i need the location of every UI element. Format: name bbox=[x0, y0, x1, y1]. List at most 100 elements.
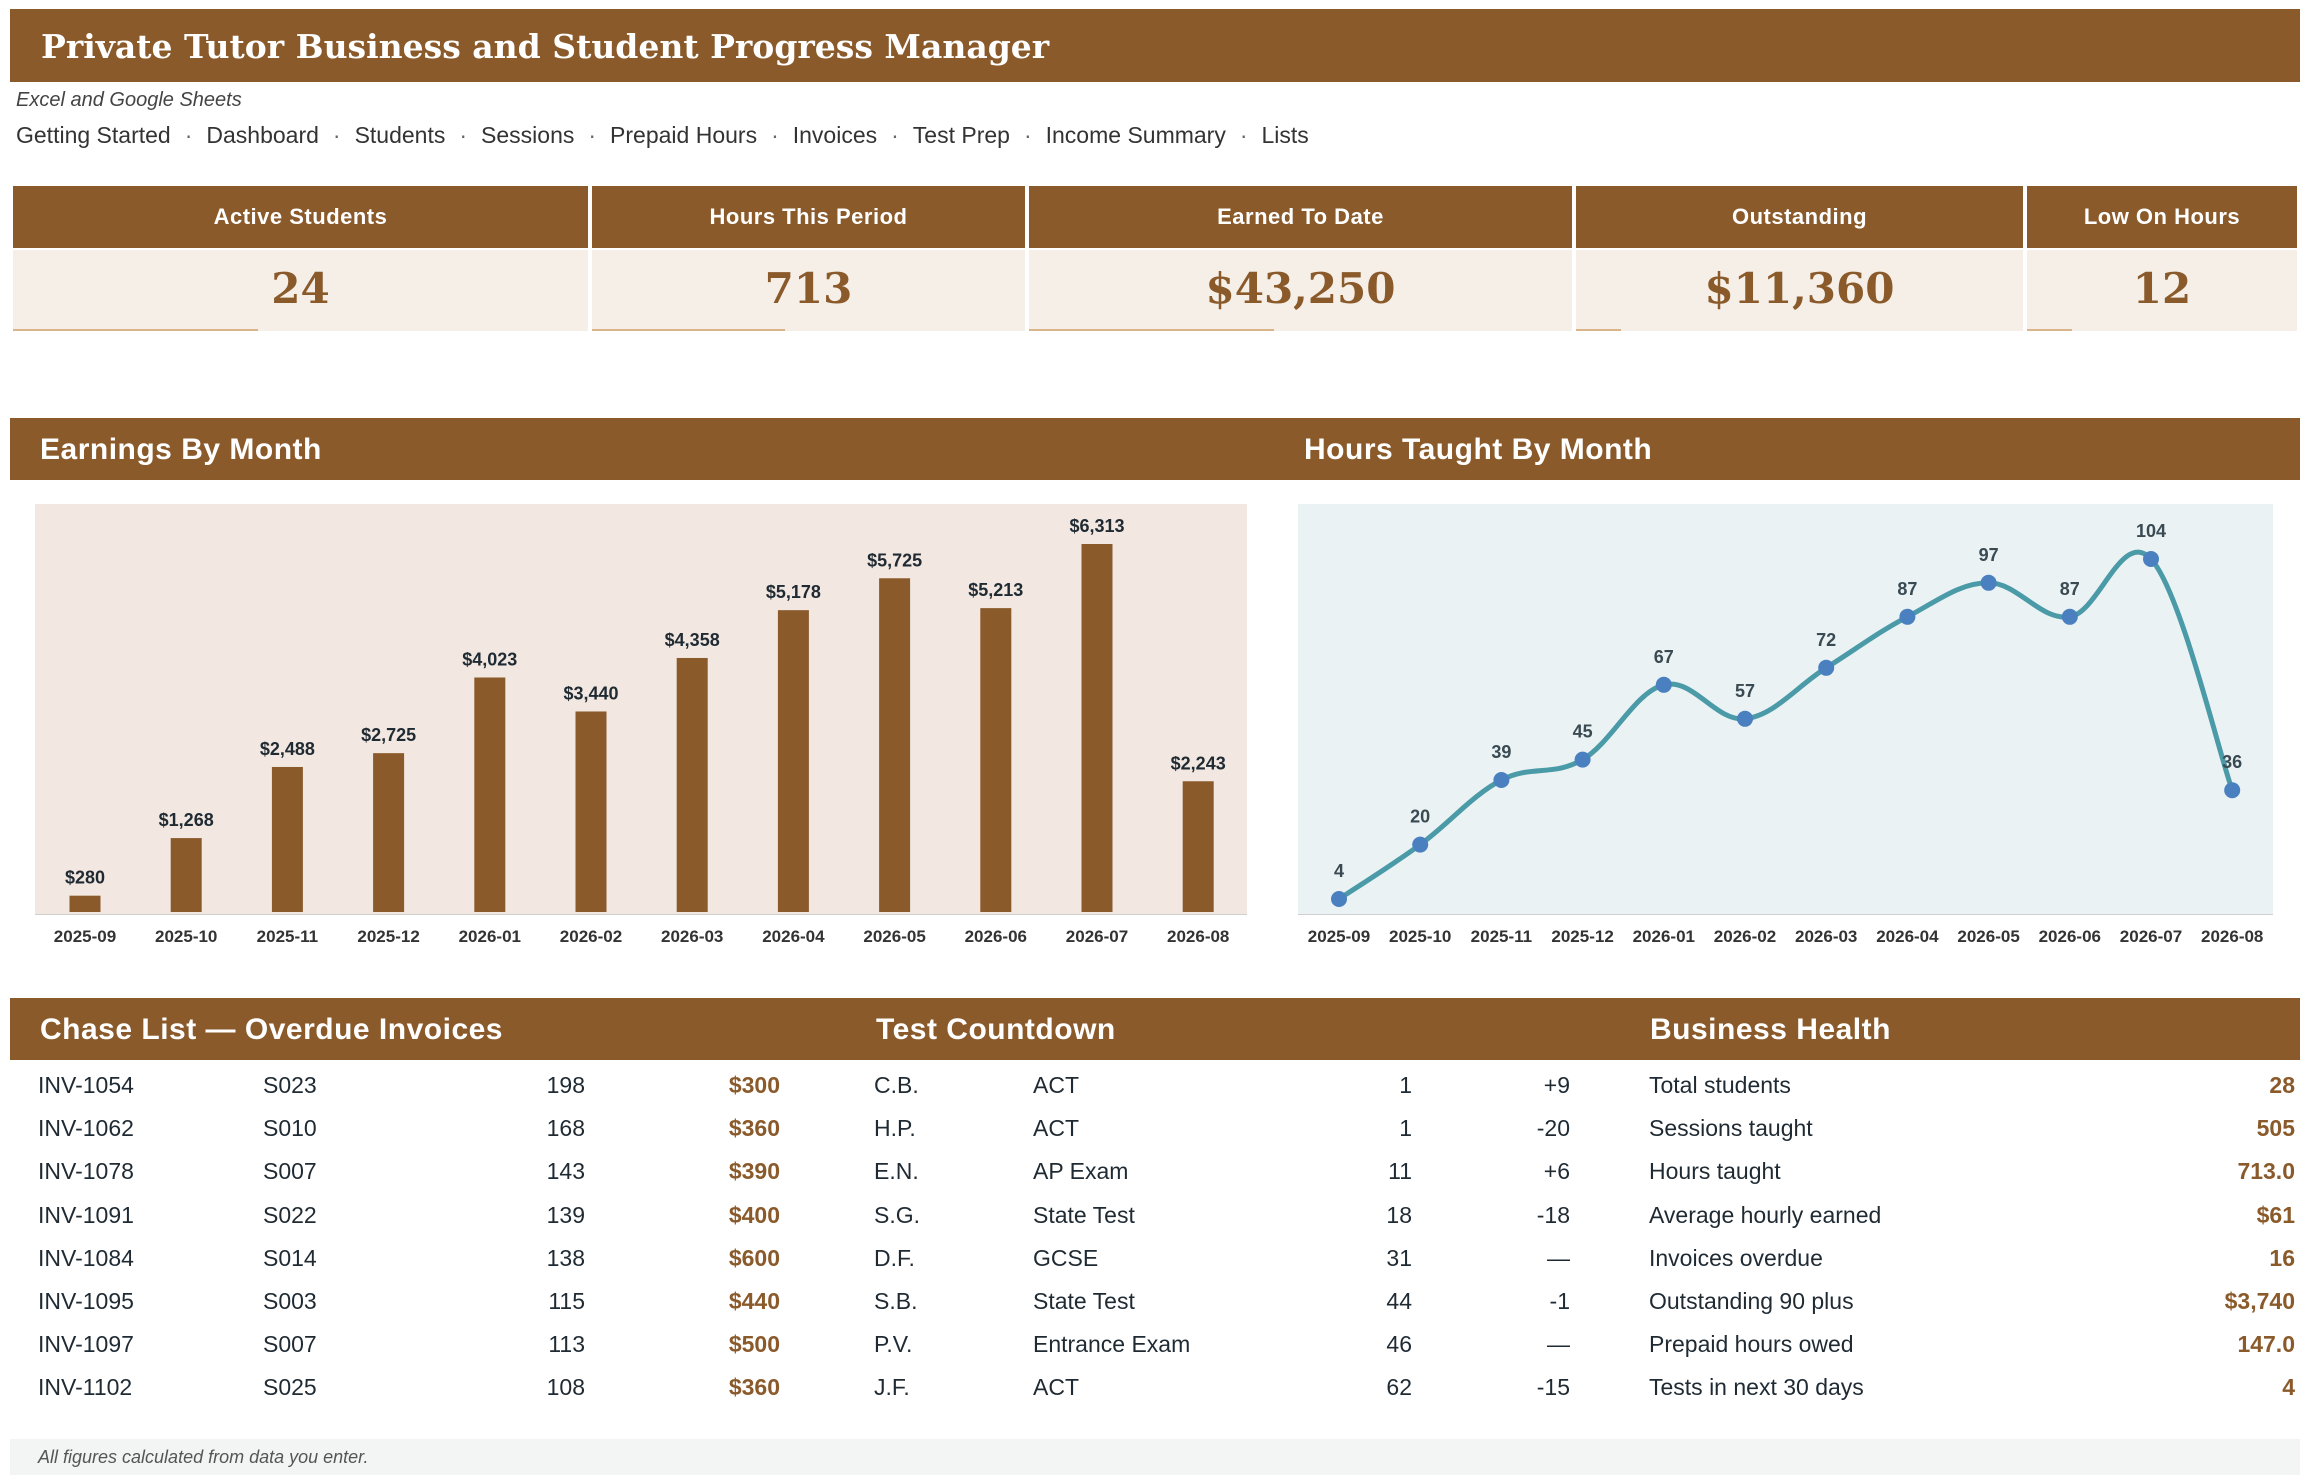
kpi-low-hours-card: 12 bbox=[2027, 250, 2297, 331]
hours-tick-label: 2026-02 bbox=[1714, 927, 1776, 946]
hours-data-label: 72 bbox=[1816, 630, 1836, 650]
chase-invoice-id: INV-1091 bbox=[38, 1201, 134, 1228]
hours-data-label: 20 bbox=[1410, 807, 1430, 827]
earnings-bar bbox=[69, 895, 101, 912]
nav-bar: Getting Started · Dashboard · Students ·… bbox=[16, 120, 1309, 150]
nav-separator: · bbox=[459, 121, 468, 148]
earnings-bar bbox=[474, 677, 506, 912]
hours-series-line bbox=[1337, 549, 2235, 902]
kpi-underline bbox=[1576, 329, 1621, 331]
hours-point bbox=[1737, 710, 1753, 727]
chase-amount: $360 bbox=[728, 1374, 780, 1401]
chase-amount: $360 bbox=[728, 1115, 780, 1142]
hours-data-label: 4 bbox=[1334, 861, 1344, 881]
health-value: $61 bbox=[2256, 1201, 2295, 1228]
health-value: 4 bbox=[2282, 1374, 2295, 1401]
hours-point bbox=[1574, 751, 1591, 768]
nav-separator: · bbox=[1239, 121, 1248, 148]
earnings-data-label: $1,268 bbox=[159, 810, 214, 830]
countdown-change: -20 bbox=[1536, 1115, 1570, 1142]
kpi-active-students-label: Active Students bbox=[13, 186, 588, 248]
kpi-underline bbox=[2027, 329, 2072, 331]
nav-separator: · bbox=[891, 121, 899, 148]
earnings-tick-label: 2025-10 bbox=[155, 927, 217, 946]
countdown-test: ACT bbox=[1033, 1115, 1079, 1142]
hours-point bbox=[1980, 574, 1997, 591]
countdown-change: — bbox=[1547, 1244, 1570, 1271]
nav-lists[interactable]: Lists bbox=[1261, 121, 1309, 148]
nav-sessions[interactable]: Sessions bbox=[481, 121, 575, 148]
earnings-chart: $280 $1,268 $2,488 $2,725 $4,023 $3,440 $4,358… bbox=[35, 504, 1247, 914]
hours-data-label: 87 bbox=[1897, 579, 1917, 599]
hours-data-label: 104 bbox=[2136, 521, 2166, 541]
footer: All figures calculated from data you ent… bbox=[10, 1439, 2300, 1475]
countdown-change: -1 bbox=[1549, 1288, 1570, 1314]
earnings-data-label: $5,178 bbox=[766, 582, 821, 602]
footer-note: All figures calculated from data you ent… bbox=[38, 1447, 369, 1467]
earnings-bar bbox=[271, 766, 303, 912]
earnings-data-label: $3,440 bbox=[563, 683, 618, 703]
countdown-initials: H.P. bbox=[874, 1115, 916, 1142]
kpi-outstanding-value: $11,360 bbox=[1704, 264, 1895, 313]
kpi-outstanding-label: Outstanding bbox=[1576, 186, 2023, 248]
hours-tick-label: 2026-07 bbox=[2120, 927, 2182, 946]
kpi-active-students-value: 24 bbox=[271, 264, 330, 313]
countdown-title: Test Countdown bbox=[876, 1013, 1116, 1046]
hours-data-label: 97 bbox=[1979, 545, 1999, 565]
hours-data-label: 39 bbox=[1491, 742, 1511, 762]
nav-separator: · bbox=[771, 121, 779, 148]
nav-invoices[interactable]: Invoices bbox=[792, 121, 878, 148]
chase-invoice-id: INV-1102 bbox=[38, 1374, 133, 1401]
nav-separator: · bbox=[588, 121, 597, 148]
kpi-underline bbox=[13, 329, 258, 331]
earnings-data-label: $2,488 bbox=[260, 739, 315, 759]
health-label: Hours taught bbox=[1649, 1158, 1781, 1185]
countdown-days: 1 bbox=[1399, 1115, 1412, 1142]
countdown-test: Entrance Exam bbox=[1033, 1331, 1191, 1358]
countdown-days: 1 bbox=[1399, 1072, 1412, 1098]
countdown-days: 62 bbox=[1386, 1374, 1412, 1401]
earnings-tick-label: 2025-11 bbox=[257, 927, 318, 946]
earnings-data-label: $2,725 bbox=[361, 725, 416, 745]
nav-students[interactable]: Students bbox=[354, 121, 446, 148]
countdown-test: State Test bbox=[1033, 1288, 1135, 1314]
earnings-x-axis: 2025-09 2025-10 2025-11 2025-12 2026-01 2026-… bbox=[35, 914, 1247, 946]
chase-invoice-id: INV-1097 bbox=[38, 1331, 134, 1358]
kpi-underline bbox=[1029, 329, 1274, 331]
earnings-data-label: $5,213 bbox=[968, 580, 1023, 600]
countdown-change: -18 bbox=[1536, 1201, 1570, 1228]
chase-days-overdue: 168 bbox=[546, 1115, 585, 1142]
hours-point bbox=[2224, 782, 2241, 799]
earnings-tick-label: 2026-07 bbox=[1066, 927, 1128, 946]
countdown-test: ACT bbox=[1033, 1072, 1079, 1098]
health-label: Tests in next 30 days bbox=[1649, 1374, 1864, 1401]
chase-student-id: S007 bbox=[263, 1158, 317, 1185]
title-bar: Private Tutor Business and Student Progr… bbox=[10, 9, 2300, 82]
hours-tick-label: 2026-04 bbox=[1876, 927, 1939, 946]
kpi-low-hours-label: Low On Hours bbox=[2027, 186, 2297, 248]
tables-header: Chase List — Overdue Invoices Test Count… bbox=[10, 998, 2300, 1060]
nav-test-prep[interactable]: Test Prep bbox=[912, 121, 1010, 148]
earnings-tick-label: 2025-12 bbox=[357, 927, 419, 946]
earnings-data-label: $280 bbox=[65, 868, 105, 888]
earnings-tick-label: 2026-04 bbox=[762, 927, 825, 946]
nav-income-summary[interactable]: Income Summary bbox=[1045, 121, 1226, 148]
hours-point bbox=[1818, 659, 1835, 676]
kpi-earned-value: $43,250 bbox=[1205, 264, 1396, 313]
hours-tick-label: 2026-06 bbox=[2039, 927, 2101, 946]
countdown-test: GCSE bbox=[1033, 1244, 1099, 1271]
nav-prepaid-hours[interactable]: Prepaid Hours bbox=[610, 121, 758, 148]
nav-getting-started[interactable]: Getting Started bbox=[16, 121, 171, 148]
chase-student-id: S022 bbox=[263, 1201, 317, 1228]
earnings-title: Earnings By Month bbox=[40, 433, 322, 466]
health-label: Prepaid hours owed bbox=[1649, 1331, 1854, 1358]
kpi-earned-card: $43,250 bbox=[1029, 250, 1572, 331]
nav-dashboard[interactable]: Dashboard bbox=[206, 121, 319, 148]
chase-invoice-id: INV-1084 bbox=[38, 1244, 134, 1271]
hours-data-label: 57 bbox=[1735, 681, 1755, 701]
health-label: Total students bbox=[1649, 1072, 1791, 1098]
chase-days-overdue: 108 bbox=[546, 1374, 585, 1401]
earnings-tick-label: 2026-02 bbox=[560, 927, 622, 946]
earnings-tick-label: 2026-06 bbox=[965, 927, 1027, 946]
earnings-tick-label: 2025-09 bbox=[54, 927, 116, 946]
